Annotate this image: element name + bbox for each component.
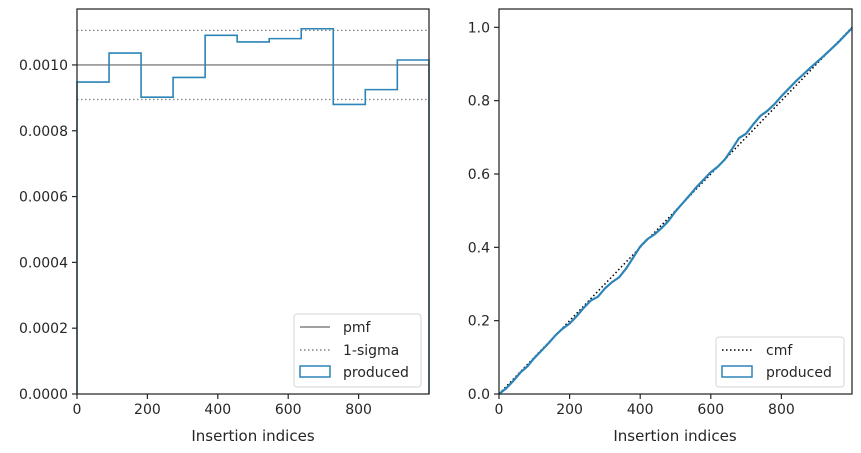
pmf-x-tick-label: 600 [275,402,302,418]
pmf-axes-frame [76,8,430,395]
legend-sigma-label: 1-sigma [343,343,399,359]
cmf-legend: cmf produced [715,336,845,388]
pmf-x-tick-label: 400 [204,402,231,418]
pmf-x-tick-label: 200 [134,402,161,418]
pmf-y-ticks: 0.0000 0.0002 0.0004 0.0006 0.0008 0.0010 [19,58,77,403]
pmf-y-tick-label: 0.0000 [19,387,68,403]
cmf-x-ticks: 0 200 400 600 800 [495,394,795,418]
cmf-x-tick-label: 800 [768,402,795,418]
pmf-legend-box [293,313,422,388]
cmf-y-tick-label: 0.4 [468,240,490,256]
pmf-x-ticks: 0 200 400 600 800 [73,394,372,418]
pmf-marks [76,27,430,394]
cmf-x-tick-label: 0 [495,402,504,418]
cmf-axes-frame [498,8,853,395]
produced-cmf-line [498,27,853,395]
cmf-x-tick-label: 600 [697,402,724,418]
cmf-y-tick-label: 1.0 [468,20,490,36]
legend-pmf-label: pmf [343,320,372,336]
produced-histogram-step [76,27,430,394]
pmf-y-tick-label: 0.0006 [19,190,68,206]
legend-produced-handle [299,365,331,378]
pmf-y-tick-label: 0.0008 [19,124,68,140]
cmf-marks [498,26,853,395]
legend-produced-cmf-label: produced [766,365,832,381]
pmf-panel: 0 200 400 600 800 0.00000.00020.00040.00060.… [19,8,430,445]
cmf-x-tick-label: 200 [556,402,583,418]
pmf-y-tick-label: 0.0010 [19,58,68,74]
pmf-x-tick-label: 800 [345,402,372,418]
cmf-y-tick-label: 0.8 [468,94,490,110]
cmf-panel: 0 200 400 600 800 0.0 0.2 0.4 0.6 0.8 1.0 Inserti… [468,8,853,445]
legend-cmf-label: cmf [766,343,793,359]
legend-produced-cmf-handle [721,365,753,378]
cmf-legend-box [715,336,845,388]
pmf-x-tick-label: 0 [73,402,82,418]
legend-produced-label: produced [343,365,409,381]
cmf-x-axis-label: Insertion indices [613,427,736,445]
pmf-y-tick-label: 0.0002 [19,321,68,337]
cmf-y-tick-label: 0.0 [468,387,490,403]
pmf-x-axis-label: Insertion indices [191,427,314,445]
pmf-legend: pmf 1-sigma produced [293,313,422,388]
cmf-y-tick-label: 0.6 [468,167,490,183]
pmf-y-tick-label: 0.0004 [19,255,68,271]
cmf-x-tick-label: 400 [627,402,654,418]
cmf-y-ticks: 0.0 0.2 0.4 0.6 0.8 1.0 [468,20,499,403]
cmf-y-tick-label: 0.2 [468,314,490,330]
